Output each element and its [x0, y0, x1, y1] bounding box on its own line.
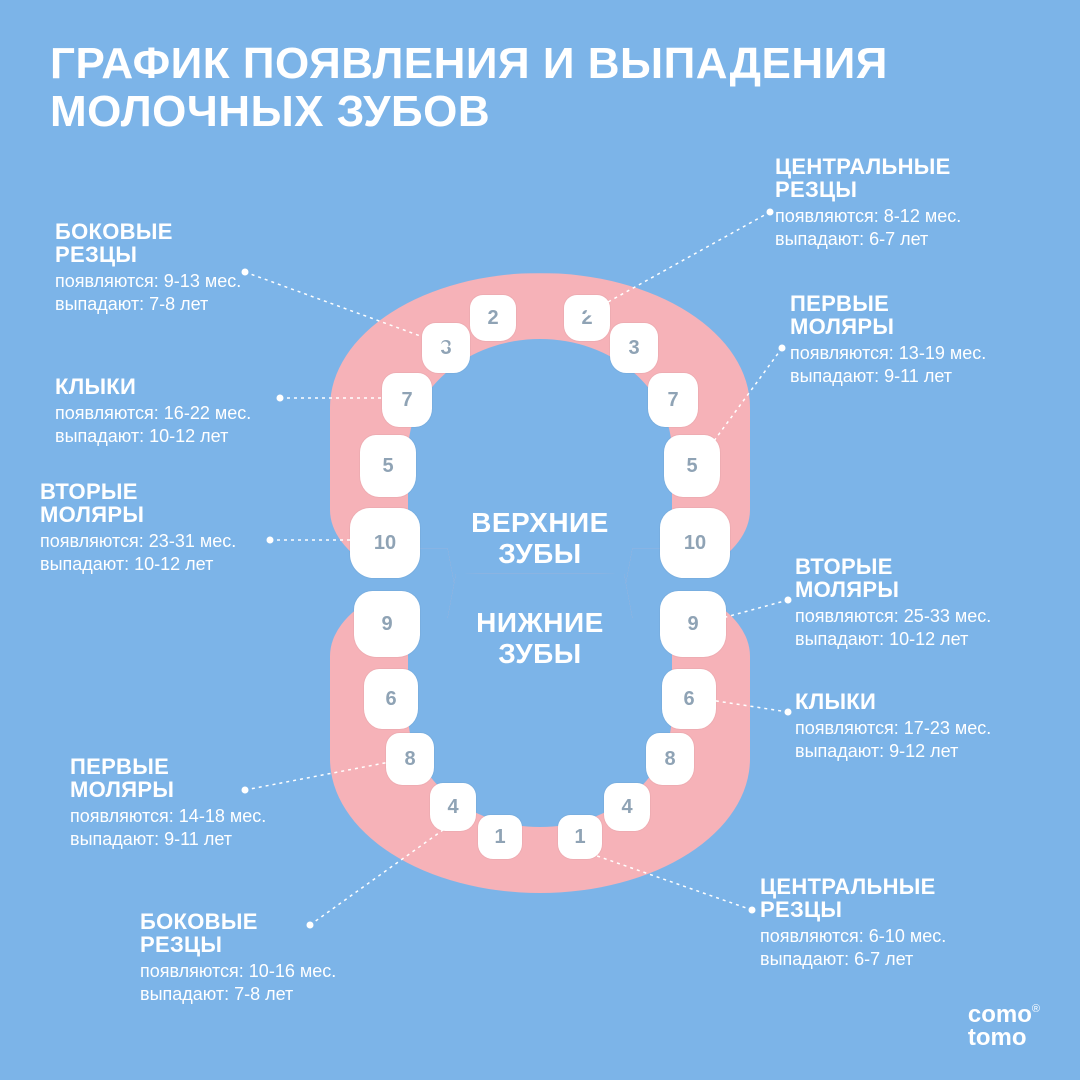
- callout-upper-second-molars: ВТОРЫЕМОЛЯРЫ появляются: 23-31 мес.выпада…: [40, 480, 300, 575]
- lower-jaw-label: НИЖНИЕЗУБЫ: [476, 608, 604, 670]
- lower-tooth: 1: [478, 815, 522, 859]
- callout-fall: выпадают: 7-8 лет: [55, 293, 315, 316]
- callout-appear: появляются: 8-12 мес.: [775, 205, 1035, 228]
- callout-heading: БОКОВЫЕРЕЗЦЫ: [140, 910, 400, 956]
- upper-tooth: 5: [360, 435, 416, 497]
- callout-fall: выпадают: 9-11 лет: [790, 365, 1050, 388]
- callout-fall: выпадают: 6-7 лет: [775, 228, 1035, 251]
- callout-appear: появляются: 10-16 мес.: [140, 960, 400, 983]
- lower-tooth: 6: [364, 669, 418, 729]
- callout-heading: ПЕРВЫЕМОЛЯРЫ: [70, 755, 330, 801]
- brand-logo: como® tomo: [968, 1004, 1040, 1050]
- callout-heading: КЛЫКИ: [55, 375, 315, 398]
- callout-lower-lateral-incisors: БОКОВЫЕРЕЗЦЫ появляются: 10-16 мес.выпада…: [140, 910, 400, 1005]
- callout-fall: выпадают: 10-12 лет: [40, 553, 300, 576]
- callout-lower-second-molars: ВТОРЫЕМОЛЯРЫ появляются: 25-33 мес.выпада…: [795, 555, 1055, 650]
- page-title: ГРАФИК ПОЯВЛЕНИЯ И ВЫПАДЕНИЯ МОЛОЧНЫХ ЗУ…: [50, 40, 1030, 137]
- upper-tooth: 7: [648, 373, 698, 427]
- callout-heading: ЦЕНТРАЛЬНЫЕРЕЗЦЫ: [775, 155, 1035, 201]
- callout-appear: появляются: 23-31 мес.: [40, 530, 300, 553]
- upper-tooth: 10: [350, 508, 420, 578]
- callout-fall: выпадают: 9-12 лет: [795, 740, 1055, 763]
- callout-heading: ВТОРЫЕМОЛЯРЫ: [795, 555, 1055, 601]
- callout-appear: появляются: 13-19 мес.: [790, 342, 1050, 365]
- callout-fall: выпадают: 6-7 лет: [760, 948, 1020, 971]
- upper-tooth: 2: [564, 295, 610, 341]
- callout-heading: ПЕРВЫЕМОЛЯРЫ: [790, 292, 1050, 338]
- upper-tooth: 5: [664, 435, 720, 497]
- callout-upper-first-molars: ПЕРВЫЕМОЛЯРЫ появляются: 13-19 мес.выпада…: [790, 292, 1050, 387]
- lower-tooth: 6: [662, 669, 716, 729]
- callout-upper-canines: КЛЫКИ появляются: 16-22 мес.выпадают: 10-…: [55, 375, 315, 447]
- lower-tooth: 4: [430, 783, 476, 831]
- callout-fall: выпадают: 9-11 лет: [70, 828, 330, 851]
- callout-heading: БОКОВЫЕРЕЗЦЫ: [55, 220, 315, 266]
- lower-tooth: 1: [558, 815, 602, 859]
- callout-appear: появляются: 17-23 мес.: [795, 717, 1055, 740]
- callout-lower-canines: КЛЫКИ появляются: 17-23 мес.выпадают: 9-1…: [795, 690, 1055, 762]
- lower-tooth: 8: [386, 733, 434, 785]
- callout-lower-first-molars: ПЕРВЫЕМОЛЯРЫ появляются: 14-18 мес.выпада…: [70, 755, 330, 850]
- callout-appear: появляются: 16-22 мес.: [55, 402, 315, 425]
- callout-fall: выпадают: 10-12 лет: [795, 628, 1055, 651]
- callout-appear: появляются: 6-10 мес.: [760, 925, 1020, 948]
- lower-tooth: 9: [354, 591, 420, 657]
- callout-appear: появляются: 9-13 мес.: [55, 270, 315, 293]
- upper-jaw-label: ВЕРХНИЕЗУБЫ: [471, 508, 609, 570]
- lower-tooth: 4: [604, 783, 650, 831]
- callout-upper-central-incisors: ЦЕНТРАЛЬНЫЕРЕЗЦЫ появляются: 8-12 мес.вып…: [775, 155, 1035, 250]
- upper-tooth: 3: [610, 323, 658, 373]
- teeth-diagram: 1057322375109684114869 ВЕРХНИЕЗУБЫ НИЖНИ…: [330, 273, 750, 893]
- callout-upper-lateral-incisors: БОКОВЫЕРЕЗЦЫ появляются: 9-13 мес.выпадаю…: [55, 220, 315, 315]
- callout-heading: ЦЕНТРАЛЬНЫЕРЕЗЦЫ: [760, 875, 1020, 921]
- upper-tooth: 10: [660, 508, 730, 578]
- callout-fall: выпадают: 7-8 лет: [140, 983, 400, 1006]
- callout-heading: ВТОРЫЕМОЛЯРЫ: [40, 480, 300, 526]
- callout-heading: КЛЫКИ: [795, 690, 1055, 713]
- callout-appear: появляются: 25-33 мес.: [795, 605, 1055, 628]
- upper-tooth: 7: [382, 373, 432, 427]
- lower-tooth: 9: [660, 591, 726, 657]
- callout-lower-central-incisors: ЦЕНТРАЛЬНЫЕРЕЗЦЫ появляются: 6-10 мес.вып…: [760, 875, 1020, 970]
- upper-tooth: 3: [422, 323, 470, 373]
- callout-appear: появляются: 14-18 мес.: [70, 805, 330, 828]
- upper-tooth: 2: [470, 295, 516, 341]
- callout-fall: выпадают: 10-12 лет: [55, 425, 315, 448]
- lower-tooth: 8: [646, 733, 694, 785]
